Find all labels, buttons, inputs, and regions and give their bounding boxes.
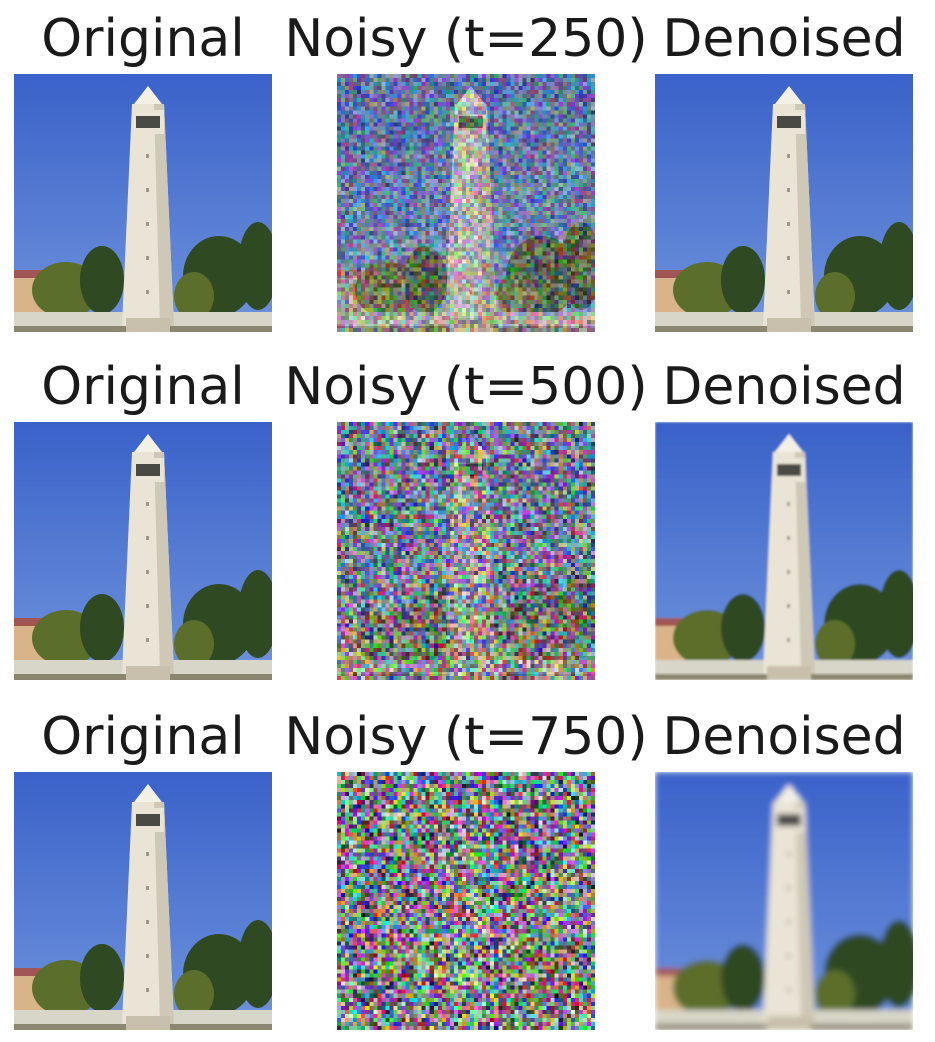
row-1: Original Noisy (t=250) Denoised <box>0 4 935 334</box>
noisy-image <box>337 74 595 332</box>
row-2: Original Noisy (t=500) Denoised <box>0 352 935 682</box>
noisy-label: Noisy (t=250) <box>284 9 648 69</box>
denoised-image <box>655 422 913 680</box>
denoised-image <box>655 772 913 1030</box>
original-image <box>14 422 272 680</box>
denoised-label: Denoised <box>662 357 906 417</box>
original-label: Original <box>41 707 245 767</box>
original-label: Original <box>41 9 245 69</box>
noisy-image <box>337 772 595 1030</box>
original-image <box>14 772 272 1030</box>
original-label: Original <box>41 357 245 417</box>
noisy-label: Noisy (t=750) <box>284 707 648 767</box>
denoised-image <box>655 74 913 332</box>
row-3: Original Noisy (t=750) Denoised <box>0 702 935 1032</box>
denoised-label: Denoised <box>662 9 906 69</box>
original-image <box>14 74 272 332</box>
denoised-label: Denoised <box>662 707 906 767</box>
noisy-image <box>337 422 595 680</box>
noisy-label: Noisy (t=500) <box>284 357 648 417</box>
